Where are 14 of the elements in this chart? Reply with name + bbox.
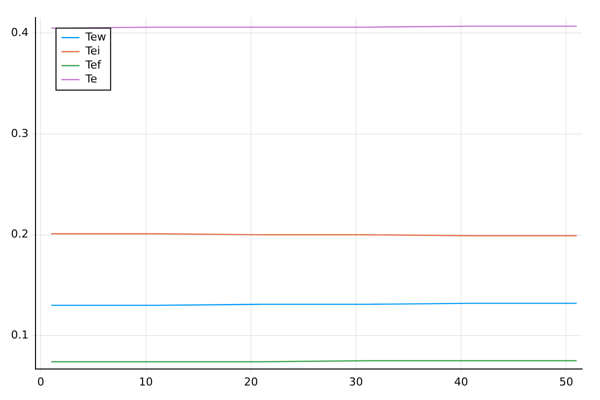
y-tick-label: 0.4 <box>10 26 28 40</box>
legend-label: Te <box>84 72 98 86</box>
legend-label: Tei <box>84 44 100 58</box>
x-tick-label: 30 <box>349 375 364 388</box>
x-tick-label: 20 <box>244 375 258 388</box>
x-tick-label: 10 <box>138 375 153 388</box>
y-tick-label: 0.2 <box>10 228 28 241</box>
x-tick-label: 50 <box>559 375 574 388</box>
legend-label: Tew <box>84 30 106 44</box>
legend-label: Tef <box>84 58 102 72</box>
x-tick-label: 0 <box>37 375 44 388</box>
x-tick-label: 40 <box>454 375 468 388</box>
y-tick-label: 0.1 <box>10 328 28 342</box>
y-tick-label: 0.3 <box>10 126 28 140</box>
